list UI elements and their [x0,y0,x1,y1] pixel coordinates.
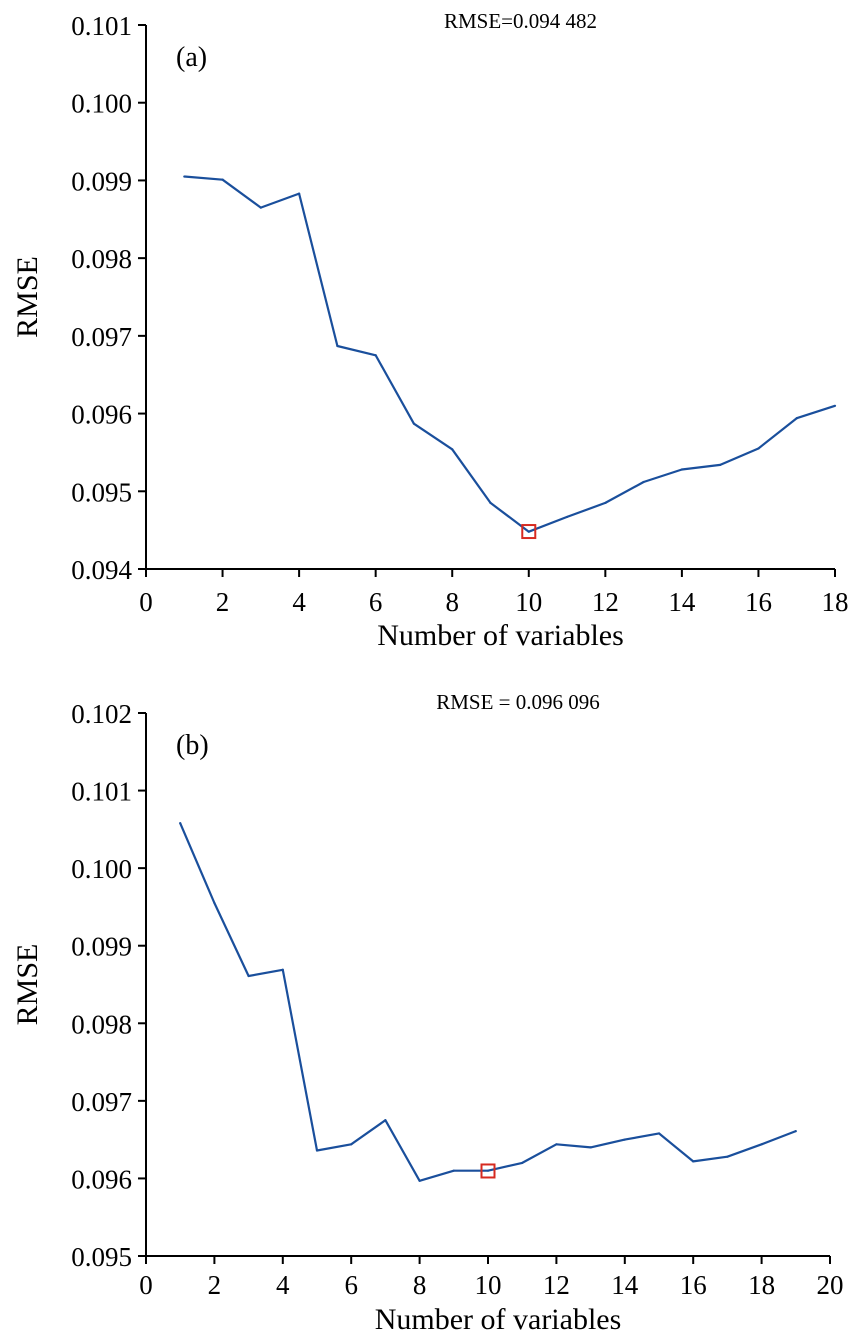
data-point [213,901,216,905]
rmse-annotation: RMSE = 0.096 096 [436,690,600,714]
x-tick-label: 12 [592,587,619,617]
x-tick-label: 14 [668,587,696,617]
series-line [179,822,797,1182]
data-point [760,1143,763,1146]
x-tick-label: 14 [611,1270,639,1300]
data-point [418,1179,421,1182]
data-point [623,1138,626,1141]
y-tick-label: 0.102 [71,699,132,729]
x-tick-label: 8 [413,1270,427,1300]
y-tick-label: 0.101 [71,11,132,41]
data-point [833,404,837,407]
data-point [657,1132,661,1135]
x-axis-title: Number of variables [377,619,624,652]
y-tick-label: 0.100 [71,89,132,119]
data-point [247,974,250,978]
y-tick-label: 0.097 [71,322,132,352]
data-point [719,463,722,466]
x-tick-label: 0 [139,587,153,617]
data-point [412,422,416,425]
y-tick-label: 0.098 [71,244,132,274]
y-tick-label: 0.094 [71,555,132,585]
series-line [184,175,836,533]
y-tick-label: 0.095 [71,1242,132,1272]
panel-label: (a) [176,42,207,73]
data-point [384,1119,387,1122]
data-point [221,178,224,181]
y-tick-label: 0.099 [71,932,132,962]
data-point [795,417,798,420]
x-tick-label: 0 [139,1270,153,1300]
y-tick-label: 0.097 [71,1087,132,1117]
x-tick-label: 18 [822,587,849,617]
x-tick-label: 12 [543,1270,570,1300]
data-point [794,1130,797,1133]
rmse-annotation: RMSE=0.094 482 [444,9,597,33]
x-tick-label: 2 [216,587,230,617]
panel-a: 0.094 0.095 0.096 0.097 0.098 0.099 0.100 0.101… [11,9,849,652]
data-point [589,1146,592,1149]
data-point [298,192,301,195]
y-tick-label: 0.098 [71,1009,132,1039]
x-axis-title: Number of variables [375,1303,622,1336]
x-tick-label: 20 [817,1270,844,1300]
y-tick-label: 0.101 [71,777,132,807]
x-tick-label: 4 [292,587,306,617]
minimum-marker [521,524,537,540]
data-point [757,447,760,450]
x-tick-label: 2 [208,1270,222,1300]
data-point [336,344,339,348]
data-point [451,448,454,451]
data-point [604,501,607,505]
x-tick-label: 6 [369,587,383,617]
data-point [452,1169,455,1172]
y-tick-label: 0.100 [71,854,132,884]
x-tick-label: 8 [445,587,459,617]
panel-label: (b) [176,730,209,761]
minimum-marker [480,1163,496,1179]
data-point [374,354,377,357]
x-tick-label: 16 [680,1270,707,1300]
data-point [680,468,683,471]
data-point [179,822,182,825]
data-point [555,1143,558,1146]
y-tick-label: 0.095 [71,477,132,507]
data-point [315,1149,319,1152]
y-tick-label: 0.099 [71,166,132,196]
data-point [521,1161,524,1165]
data-point [726,1155,729,1158]
data-point [565,515,569,519]
x-tick-label: 10 [515,587,542,617]
x-tick-label: 10 [475,1270,502,1300]
data-point [692,1160,695,1163]
panel-b: 0.095 0.096 0.097 0.098 0.099 0.100 0.101 0.102… [11,690,844,1336]
data-point [281,968,284,971]
x-tick-label: 18 [748,1270,775,1300]
data-point [642,480,645,484]
data-point [527,530,530,533]
y-axis-title: RMSE [11,256,44,338]
y-tick-label: 0.096 [71,400,132,430]
y-axis-title: RMSE [11,944,44,1026]
x-tick-label: 16 [745,587,772,617]
x-tick-label: 6 [344,1270,358,1300]
data-point [183,175,186,178]
x-tick-label: 4 [276,1270,290,1300]
data-point [489,501,492,505]
data-point [486,1169,490,1172]
data-point [259,206,262,209]
data-point [350,1143,353,1146]
y-tick-label: 0.096 [71,1164,132,1194]
